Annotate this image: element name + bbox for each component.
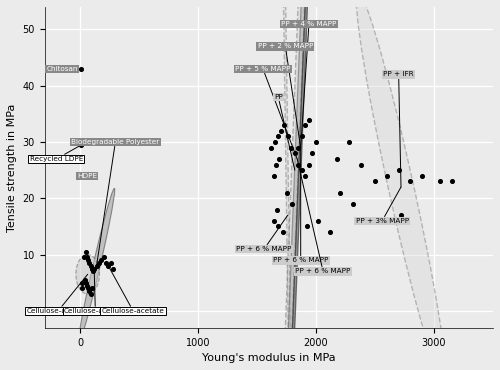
Point [84,285,92,291]
Point [294,162,302,168]
Point [394,167,402,173]
Point [287,145,295,151]
Text: Cellulose-acetate: Cellulose-acetate [26,274,90,314]
Point [100,255,108,260]
Point [80,173,88,179]
Point [102,260,110,266]
Point [82,280,90,286]
Point [383,173,391,179]
Point [302,223,310,229]
Point [298,167,306,173]
Point [88,285,96,291]
Text: PP + 6 % MAPP: PP + 6 % MAPP [236,215,292,252]
Ellipse shape [356,0,446,370]
Text: PP + 3% MAPP: PP + 3% MAPP [356,187,408,224]
Point [270,173,278,179]
Text: Biodegradable Polyester: Biodegradable Polyester [72,139,160,266]
Point [270,218,278,224]
Point [291,150,299,156]
Point [273,206,281,212]
Text: HDPE: HDPE [77,173,97,179]
Text: PP: PP [274,94,295,170]
Point [274,223,282,229]
Point [76,66,84,72]
Point [267,145,275,151]
Point [78,285,86,291]
Point [371,178,379,184]
Point [308,150,316,156]
Point [92,263,100,269]
Point [282,190,290,196]
Text: PP + IFR: PP + IFR [384,71,414,187]
Text: PP + 2 % MAPP: PP + 2 % MAPP [258,43,313,148]
Point [406,178,414,184]
Point [88,266,96,272]
Ellipse shape [76,255,100,294]
Point [106,260,114,266]
X-axis label: Young's modulus in MPa: Young's modulus in MPa [202,353,336,363]
Text: PP + 4 % MAPP: PP + 4 % MAPP [282,21,337,148]
Point [97,257,105,263]
Point [418,173,426,179]
Point [109,266,117,272]
Point [436,178,444,184]
Point [272,162,280,168]
Point [385,218,393,224]
Text: PP + 5 % MAPP: PP + 5 % MAPP [235,66,297,159]
Point [279,229,287,235]
Point [448,178,456,184]
Text: Chitosan: Chitosan [46,66,80,72]
Point [298,134,306,139]
Point [86,260,94,266]
Point [345,139,353,145]
Ellipse shape [272,0,304,370]
Point [84,257,92,263]
Point [276,128,284,134]
Point [80,255,88,260]
Point [305,162,313,168]
Point [334,156,342,162]
Point [348,201,356,207]
Point [82,173,90,179]
Ellipse shape [250,0,339,370]
Y-axis label: Tensile strength in MPa: Tensile strength in MPa [7,103,17,232]
Ellipse shape [267,0,328,370]
Point [280,122,288,128]
Text: PP + 6 % MAPP: PP + 6 % MAPP [273,148,328,263]
Point [86,263,94,269]
Point [397,212,405,218]
Point [104,263,112,269]
Point [270,139,278,145]
Point [276,156,283,162]
Point [86,288,94,294]
Point [78,280,86,286]
Point [90,266,98,272]
Point [302,122,310,128]
Text: Recycled LDPE: Recycled LDPE [30,145,83,162]
Point [86,291,94,297]
Point [305,117,313,122]
Point [288,201,296,207]
Ellipse shape [284,0,318,370]
Point [284,134,292,139]
Point [357,162,365,168]
Point [83,255,91,260]
Point [82,249,90,255]
Ellipse shape [78,188,114,343]
Text: PP + 6 % MAPP: PP + 6 % MAPP [296,159,351,275]
Point [89,269,97,275]
Point [294,145,302,151]
Point [326,229,334,235]
Point [83,283,91,289]
Text: Cellulose-acetate: Cellulose-acetate [102,266,164,314]
Point [95,260,103,266]
Point [312,139,320,145]
Point [274,134,282,139]
Point [302,173,310,179]
Text: Cellulose-acetate: Cellulose-acetate [64,269,127,314]
Point [336,190,344,196]
Point [80,277,88,283]
Point [314,218,322,224]
Point [78,142,86,148]
